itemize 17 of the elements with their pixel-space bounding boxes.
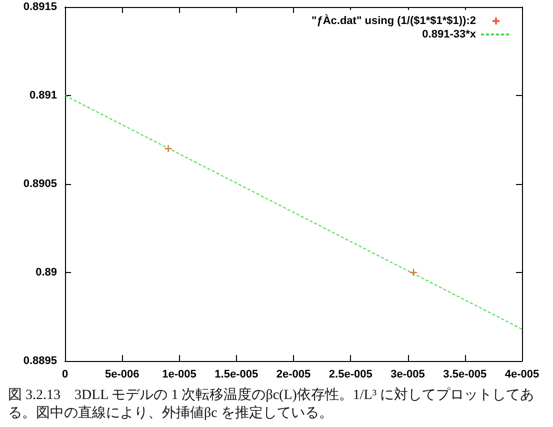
legend-label: "ƒÀc.dat" using (1/($1*$1*$1)):2 [312,14,476,27]
x-tick-label: 4e-005 [504,368,540,380]
x-tick-label: 2.5e-005 [328,368,372,380]
x-tick-label: 0 [62,368,68,380]
x-tick-label: 2e-005 [276,368,311,380]
x-tick-label: 1.5e-005 [214,368,258,380]
x-tick-label: 1e-005 [162,368,196,380]
y-tick-label: 0.8905 [23,178,57,190]
x-tick-label: 3e-005 [390,368,425,380]
x-tick-label: 5e-006 [104,368,140,380]
legend-label: 0.891-33*x [422,28,477,40]
caption: 図 3.2.13 3DLL モデルの 1 次転移温度のβc(L)依存性。1/L³ に対してプロットしてある。図中の直線により、外挿値βc を推定している。 [8,387,536,423]
x-tick-label: 3.5e-005 [443,368,487,380]
y-tick-label: 0.8895 [23,355,57,367]
y-tick-label: 0.8915 [23,1,57,13]
y-tick-label: 0.89 [36,266,57,278]
y-tick-label: 0.891 [29,90,57,102]
